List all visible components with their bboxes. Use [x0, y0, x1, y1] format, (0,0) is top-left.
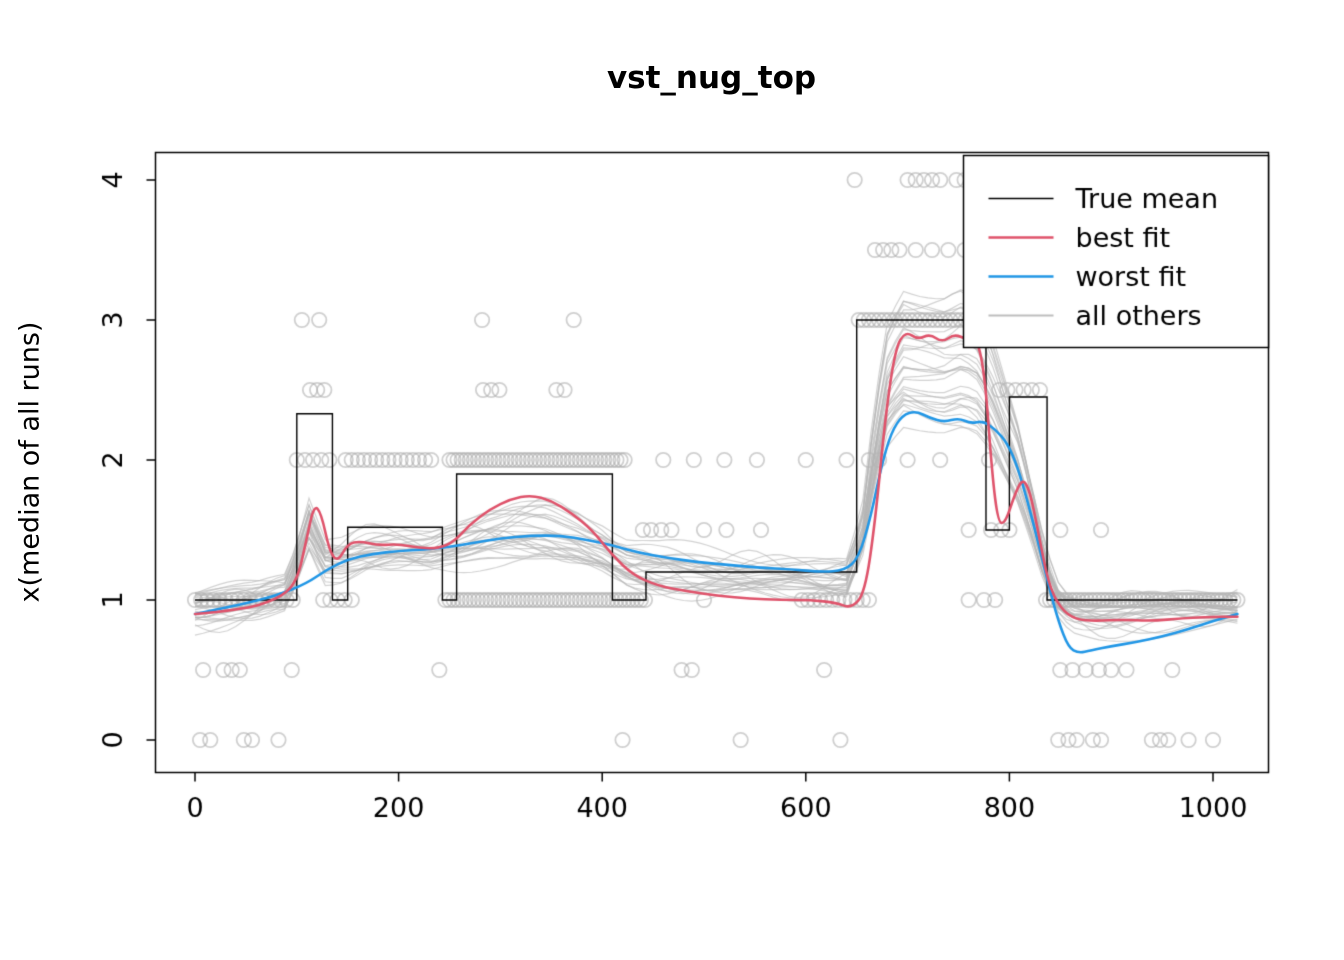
- chart-title: vst_nug_top: [606, 60, 817, 96]
- y-axis-label: x(median of all runs): [14, 321, 46, 603]
